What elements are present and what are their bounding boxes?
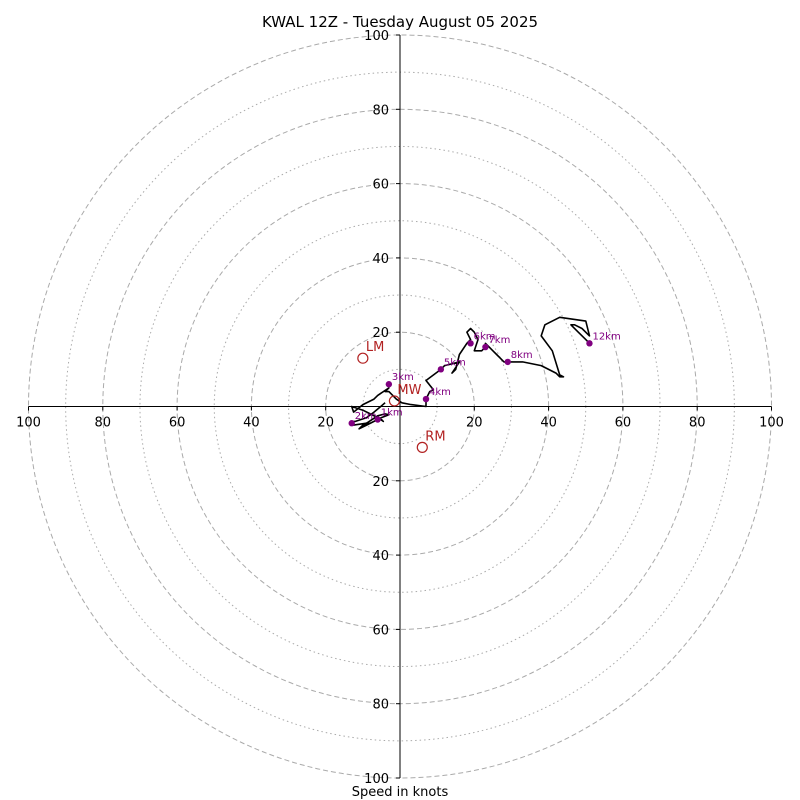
x-tick-label: 60 bbox=[615, 416, 632, 431]
motion-marker-lm bbox=[357, 352, 369, 364]
height-marker-5km bbox=[437, 366, 445, 373]
height-label-7km: 7km bbox=[488, 335, 510, 346]
y-tick-label: 60 bbox=[372, 178, 389, 193]
x-tick-label: 40 bbox=[243, 416, 260, 431]
height-label-4km: 4km bbox=[429, 387, 451, 398]
motion-label-rm: RM bbox=[425, 429, 445, 444]
y-tick-label: 40 bbox=[372, 252, 389, 267]
motion-marker-rm bbox=[416, 441, 428, 453]
x-tick-label: 100 bbox=[759, 416, 784, 431]
y-tick-label: 20 bbox=[372, 326, 389, 341]
height-label-3km: 3km bbox=[392, 372, 414, 383]
tick-labels: 100 80 60 40 20 20 40 60 80 100 100 80 60 40 20 20 40 60 8… bbox=[16, 29, 784, 787]
x-tick-label: 40 bbox=[540, 416, 557, 431]
height-marker-2km bbox=[348, 420, 355, 427]
height-label-12km: 12km bbox=[592, 331, 620, 342]
height-marker-12km bbox=[586, 340, 593, 347]
x-tick-label: 60 bbox=[169, 416, 186, 431]
storm-motion-markers: LM MW RM bbox=[357, 340, 446, 453]
x-axis-label: Speed in knots bbox=[352, 785, 449, 800]
height-marker-6km bbox=[467, 340, 474, 347]
x-tick-label: 20 bbox=[466, 416, 483, 431]
height-label-6km: 6km bbox=[474, 331, 496, 342]
height-marker-1km bbox=[374, 416, 381, 423]
motion-label-lm: LM bbox=[366, 340, 384, 355]
height-label-1km: 1km bbox=[381, 408, 403, 419]
height-marker-8km bbox=[504, 358, 511, 366]
y-tick-label: 20 bbox=[372, 475, 389, 490]
motion-marker-mw bbox=[388, 395, 401, 407]
motion-label-mw: MW bbox=[397, 383, 421, 398]
x-tick-label: 80 bbox=[689, 416, 706, 431]
height-marker-3km bbox=[385, 381, 393, 388]
x-tick-label: 100 bbox=[16, 416, 41, 431]
y-tick-label: 40 bbox=[372, 549, 389, 564]
y-tick-label: 60 bbox=[372, 623, 389, 638]
height-label-5km: 5km bbox=[444, 357, 466, 368]
y-tick-label: 100 bbox=[364, 772, 389, 787]
wind-trace bbox=[350, 316, 591, 430]
height-marker-4km bbox=[422, 395, 430, 403]
y-tick-label: 80 bbox=[372, 103, 389, 118]
y-tick-label: 80 bbox=[372, 698, 389, 713]
height-label-8km: 8km bbox=[511, 350, 533, 361]
axes bbox=[28, 35, 772, 778]
x-tick-label: 20 bbox=[317, 416, 334, 431]
height-label-2km: 2km bbox=[355, 411, 377, 422]
chart-title: KWAL 12Z - Tuesday August 05 2025 bbox=[262, 13, 538, 31]
y-tick-label: 100 bbox=[364, 29, 389, 44]
wind-trace-line bbox=[350, 316, 591, 430]
x-tick-label: 80 bbox=[95, 416, 112, 431]
height-marker-7km bbox=[482, 343, 489, 351]
